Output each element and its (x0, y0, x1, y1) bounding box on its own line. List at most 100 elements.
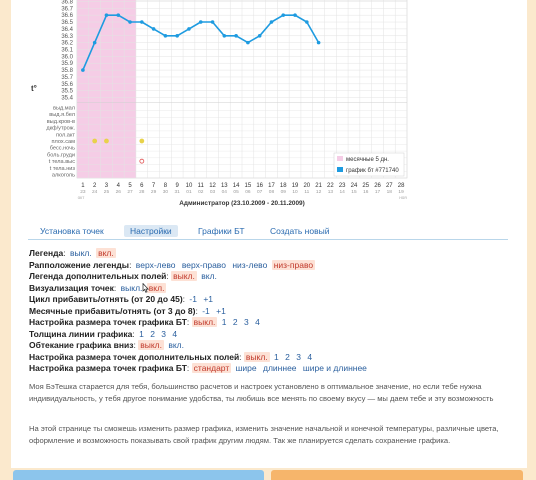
setting-option[interactable]: 1 (221, 317, 227, 327)
setting-row: Месячные прибавить/отнять (от 3 до 8): -… (29, 305, 226, 316)
tab-create-new[interactable]: Создать новый (270, 226, 330, 236)
x-date-label: 30 (163, 189, 169, 195)
setting-option[interactable]: выкл. (138, 340, 164, 350)
x-day-label: 13 (221, 183, 228, 189)
setting-label: Цикл прибавить/отнять (от 20 до 45) (29, 294, 183, 304)
row-label: боль.груди (47, 152, 75, 158)
x-month-end: ноя (399, 195, 407, 200)
setting-option[interactable]: выкл. (191, 317, 218, 327)
y-tick-label: 36.8 (61, 0, 73, 5)
setting-option[interactable]: -1 (202, 305, 210, 316)
legend-label-bbt: график бт #771740 (346, 168, 399, 174)
y-tick-label: 36.5 (61, 20, 73, 26)
x-date-label: 28 (139, 189, 145, 195)
y-tick-label: 35.5 (61, 89, 73, 95)
setting-option[interactable]: вкл. (168, 340, 184, 350)
bottom-block-right (271, 470, 523, 480)
setting-option[interactable]: выкл. (120, 282, 143, 293)
setting-option[interactable]: верх-лево (135, 259, 176, 270)
bbt-data-point (316, 40, 321, 45)
setting-option[interactable]: выкл. (171, 271, 197, 281)
setting-option[interactable]: 2 (232, 317, 238, 327)
x-day-label: 15 (245, 183, 252, 189)
y-axis-label: t° (31, 84, 37, 93)
setting-label: Визуализация точек (29, 282, 114, 293)
bbt-data-point (92, 40, 97, 45)
setting-option[interactable]: стандарт (191, 363, 232, 373)
setting-option[interactable]: 4 (255, 317, 260, 327)
bbt-data-point (163, 33, 168, 38)
setting-option[interactable]: выкл. (243, 351, 270, 362)
setting-option[interactable]: 4 (307, 351, 313, 362)
bbt-data-point (140, 20, 144, 24)
symptom-marker (139, 138, 145, 144)
x-date-label: 04 (222, 189, 228, 195)
x-day-label: 3 (105, 183, 109, 189)
x-date-label: 06 (245, 189, 251, 195)
row-label: выд.мал (53, 105, 75, 111)
tab-bbt-charts[interactable]: Графики БТ (198, 226, 245, 236)
setting-option[interactable]: шире (235, 363, 257, 373)
setting-option[interactable]: длиннее (263, 363, 297, 373)
x-date-label: 27 (127, 189, 133, 195)
x-day-label: 20 (303, 183, 310, 189)
x-day-label: 6 (140, 183, 144, 189)
setting-option[interactable]: выкл. (69, 248, 92, 258)
setting-option[interactable]: верх-право (181, 259, 226, 270)
bbt-data-point (210, 20, 215, 24)
setting-option[interactable]: +1 (216, 305, 226, 316)
setting-option[interactable]: вкл. (146, 282, 167, 293)
setting-label: Рапположение легенды (29, 259, 130, 270)
setting-option[interactable]: 1 (274, 351, 279, 362)
row-label: t тела.выс (49, 159, 75, 165)
row-label: t тела.низ (50, 166, 76, 172)
x-date-label: 12 (316, 189, 322, 195)
x-date-label: 24 (92, 189, 98, 195)
setting-option[interactable]: 3 (244, 317, 249, 327)
setting-option[interactable]: 4 (172, 328, 178, 339)
setting-option[interactable]: 2 (150, 328, 155, 339)
setting-option[interactable]: -1 (189, 294, 197, 304)
menses-band (77, 0, 136, 178)
setting-option[interactable]: вкл. (96, 248, 116, 258)
setting-option[interactable]: низ-право (271, 259, 316, 270)
intro-paragraph: Моя БэТешка старается для тебя, большинс… (29, 382, 494, 403)
x-date-label: 11 (304, 189, 309, 195)
y-tick-label: 35.8 (61, 68, 73, 74)
setting-option[interactable]: шире и длиннее (302, 363, 367, 373)
setting-row: Настройка размера точек дополнительных п… (29, 351, 313, 362)
setting-option[interactable]: 1 (139, 328, 144, 339)
legend-box (333, 152, 405, 177)
x-date-label: 19 (398, 189, 404, 195)
setting-option[interactable]: 3 (161, 328, 167, 339)
x-day-label: 2 (93, 183, 97, 189)
symptom-marker (104, 138, 109, 144)
legend-label-menses: месячные 5 дн. (346, 157, 389, 163)
setting-row: Легенда дополнительных полей: выкл. вкл. (29, 271, 217, 281)
x-date-label: 25 (104, 189, 110, 195)
legend-swatch-menses (337, 156, 343, 161)
y-tick-label: 36.0 (61, 54, 73, 60)
y-tick-label: 35.9 (61, 61, 73, 67)
setting-row: Толщина линии графика: 1 2 3 4 (29, 328, 178, 339)
x-day-label: 24 (351, 183, 358, 189)
setting-option[interactable]: вкл. (201, 271, 217, 281)
bbt-data-point (281, 13, 286, 17)
x-day-label: 25 (362, 183, 369, 189)
x-date-label: 29 (151, 189, 157, 195)
y-tick-label: 36.2 (61, 41, 73, 47)
x-date-label: 23 (80, 189, 86, 195)
x-day-label: 19 (292, 183, 299, 189)
tab-set-points[interactable]: Установка точек (40, 226, 104, 236)
x-date-label: 13 (328, 189, 334, 195)
setting-option[interactable]: +1 (203, 294, 214, 304)
setting-option[interactable]: 3 (296, 351, 301, 362)
x-date-label: 03 (210, 189, 216, 195)
setting-label: Настройка размера точек графика БТ (29, 363, 187, 373)
setting-label: Настройка размера точек дополнительных п… (29, 351, 240, 362)
bbt-data-point (234, 33, 238, 38)
setting-option[interactable]: 2 (285, 351, 290, 362)
setting-option[interactable]: низ-лево (232, 259, 268, 270)
tab-settings[interactable]: Настройки (124, 225, 178, 237)
y-tick-label: 36.3 (61, 34, 73, 40)
